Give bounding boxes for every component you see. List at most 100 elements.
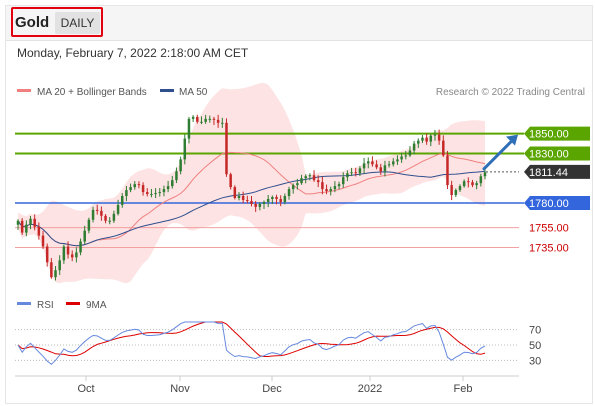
- candle: [16, 219, 20, 230]
- price-tag-bg-0: [524, 126, 590, 141]
- price-legend: MA 20 + Bollinger Bands MA 50: [17, 87, 208, 98]
- candle: [83, 225, 86, 245]
- candle-body: [291, 185, 295, 190]
- candle: [87, 217, 91, 234]
- candle-body: [433, 134, 437, 136]
- candle-body: [225, 122, 228, 175]
- price-tag-target-5: 1735.00: [529, 242, 569, 254]
- rsi-levels: 70 50 30: [15, 325, 541, 367]
- candle-body: [250, 200, 253, 204]
- candle-body: [108, 220, 111, 222]
- candle: [333, 181, 337, 193]
- candle: [421, 135, 424, 144]
- candle: [221, 117, 224, 128]
- price-tag-target-4: 1755.00: [529, 223, 569, 235]
- candle-body: [146, 192, 149, 195]
- candle-body: [237, 196, 241, 198]
- candle-body: [392, 161, 395, 165]
- candle-body: [462, 181, 466, 187]
- candle-body: [316, 180, 320, 183]
- candle: [437, 129, 441, 145]
- candle-body: [33, 218, 36, 227]
- candle: [225, 118, 228, 177]
- legend-label-ma20: MA 20 + Bollinger Bands: [37, 87, 147, 98]
- candle-body: [329, 189, 332, 192]
- candle: [250, 195, 253, 207]
- candle-body: [95, 209, 99, 211]
- candle-body: [308, 175, 312, 177]
- candle: [375, 160, 378, 170]
- candle-body: [437, 134, 441, 141]
- candle-body: [137, 184, 141, 186]
- price-tag-resistance-1: 1830.00: [529, 148, 569, 160]
- candle: [179, 156, 182, 175]
- candle: [258, 201, 262, 211]
- candle: [329, 186, 332, 196]
- candle-body: [116, 204, 120, 214]
- candle: [146, 188, 149, 197]
- candle-body: [162, 189, 166, 193]
- rsi-line: [17, 321, 486, 365]
- candle: [291, 183, 295, 194]
- candle-body: [300, 178, 303, 184]
- x-tick-label-1: Nov: [170, 383, 190, 395]
- candle: [108, 217, 111, 225]
- candle-body: [175, 171, 178, 181]
- candle-body: [75, 252, 78, 258]
- candle: [175, 167, 178, 184]
- candle: [196, 114, 199, 124]
- candle: [29, 215, 32, 230]
- rsi-level-label-30: 30: [529, 355, 541, 367]
- candle: [212, 116, 216, 125]
- candle: [25, 220, 28, 237]
- price-tag-resistance-0: 1850.00: [529, 129, 569, 141]
- candle: [137, 181, 141, 189]
- candle: [433, 129, 437, 141]
- candle-body: [442, 140, 445, 156]
- candle: [216, 114, 220, 128]
- instrument-selector[interactable]: [11, 7, 103, 37]
- x-tick-label-4: Feb: [454, 383, 473, 395]
- candle: [271, 195, 274, 205]
- candle-body: [404, 155, 408, 157]
- candle-body: [196, 116, 199, 122]
- candle-body: [341, 177, 345, 185]
- candle: [171, 175, 174, 189]
- candle-body: [54, 270, 57, 278]
- candle-body: [275, 197, 278, 199]
- candle: [321, 176, 324, 195]
- rsi-ma-line: [17, 321, 486, 357]
- candle: [471, 179, 474, 188]
- candle: [283, 193, 287, 205]
- candle-body: [304, 176, 307, 179]
- candle: [337, 181, 341, 190]
- candle-body: [141, 185, 145, 193]
- instrument-name: Gold: [15, 14, 50, 31]
- candle-body: [87, 219, 91, 231]
- candle-body: [358, 168, 362, 174]
- legend-label-rsi-ma: 9MA: [86, 300, 107, 311]
- candlesticks: [16, 114, 487, 281]
- candle-body: [417, 140, 420, 144]
- candle-body: [262, 201, 266, 204]
- candle-body: [187, 118, 191, 139]
- forecast-arrow-head: [506, 134, 518, 146]
- candle: [454, 188, 458, 198]
- legend-swatch-ma20: [17, 89, 31, 92]
- candle: [442, 135, 445, 158]
- candle-body: [29, 218, 32, 225]
- candle: [58, 255, 61, 275]
- candle: [354, 167, 357, 177]
- candle-body: [41, 235, 45, 247]
- period-button-daily[interactable]: DAILY: [55, 12, 100, 34]
- candle-body: [371, 161, 374, 165]
- candle: [62, 244, 66, 264]
- candle: [70, 250, 74, 262]
- candle-body: [158, 192, 162, 194]
- candle: [20, 218, 24, 235]
- candle-body: [208, 118, 212, 120]
- candle-body: [383, 165, 387, 172]
- header-bar: [6, 6, 592, 41]
- candle: [371, 156, 374, 167]
- forecast-arrow: [482, 134, 518, 171]
